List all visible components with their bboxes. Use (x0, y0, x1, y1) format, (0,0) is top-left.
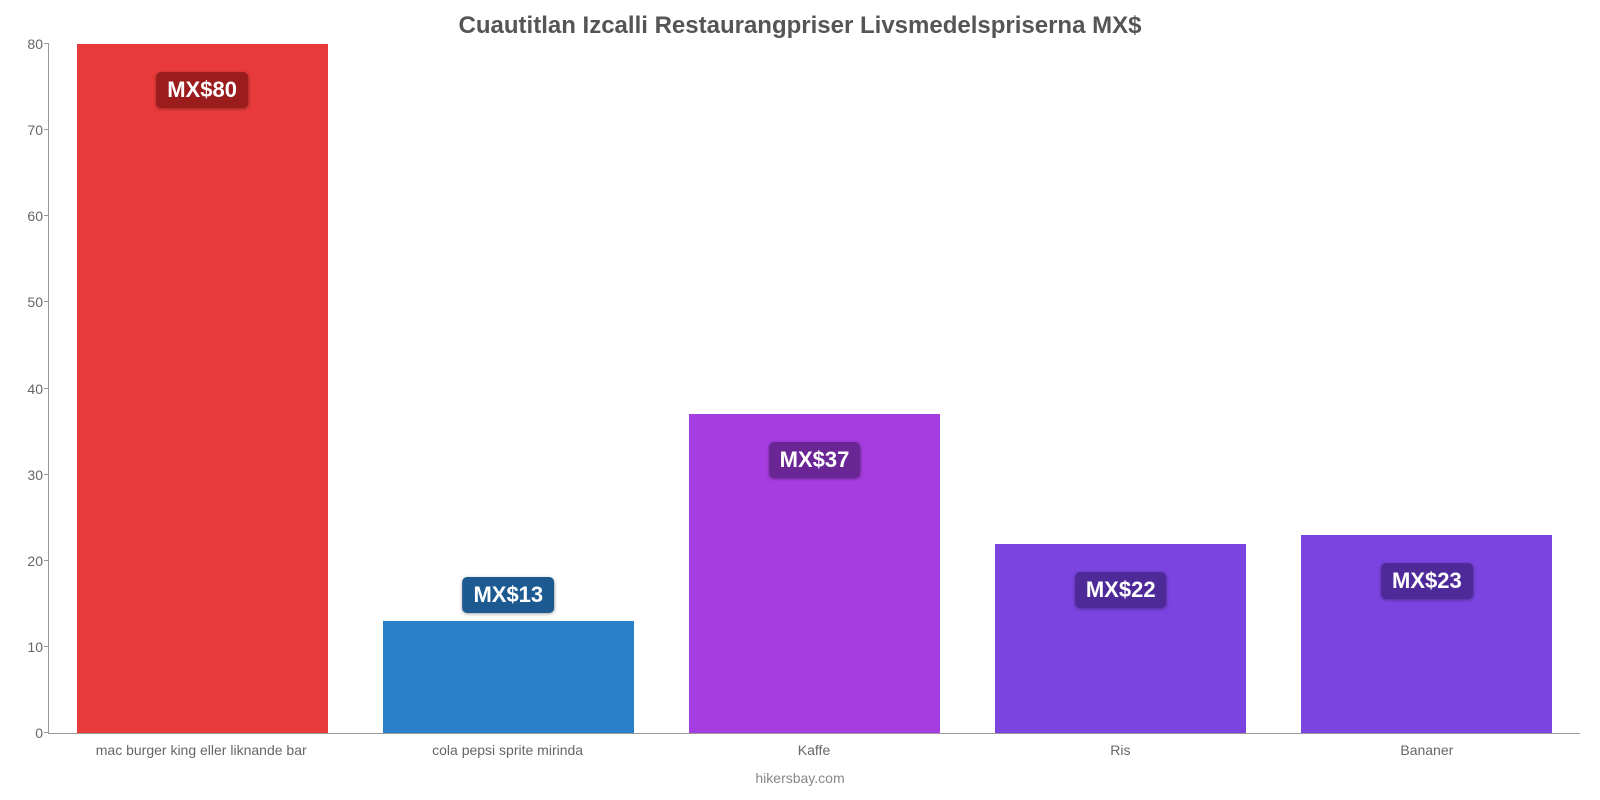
value-badge: MX$22 (1075, 572, 1167, 608)
value-badge: MX$37 (769, 442, 861, 478)
bar-slot: MX$13 (355, 44, 661, 733)
bars-container: MX$80 MX$13 MX$37 MX$22 MX$23 (49, 44, 1580, 733)
bar: MX$37 (689, 414, 940, 733)
x-axis-label: Ris (967, 742, 1273, 758)
y-tick-mark (44, 732, 49, 733)
value-badge: MX$23 (1381, 563, 1473, 599)
bar-slot: MX$80 (49, 44, 355, 733)
y-tick-mark (44, 646, 49, 647)
y-tick-label: 80 (13, 36, 43, 52)
y-tick-mark (44, 215, 49, 216)
y-tick-label: 20 (13, 553, 43, 569)
x-axis-label: Bananer (1274, 742, 1580, 758)
bar: MX$13 (383, 621, 634, 733)
chart-footer: hikersbay.com (0, 770, 1600, 786)
y-tick-label: 70 (13, 122, 43, 138)
x-axis-label: cola pepsi sprite mirinda (354, 742, 660, 758)
y-tick-mark (44, 43, 49, 44)
plot-area: MX$80MX$13MX$37MX$22MX$23 01020304050607… (48, 44, 1580, 734)
bar-slot: MX$23 (1274, 44, 1580, 733)
x-axis-label: mac burger king eller liknande bar (48, 742, 354, 758)
price-chart: Cuautitlan Izcalli Restaurangpriser Livs… (0, 0, 1600, 800)
y-tick-label: 10 (13, 639, 43, 655)
chart-title: Cuautitlan Izcalli Restaurangpriser Livs… (0, 0, 1600, 40)
x-axis-labels: mac burger king eller liknande barcola p… (48, 742, 1580, 758)
y-tick-mark (44, 474, 49, 475)
value-badge: MX$80 (156, 72, 248, 108)
y-tick-label: 50 (13, 294, 43, 310)
y-tick-label: 0 (13, 725, 43, 741)
y-tick-label: 40 (13, 381, 43, 397)
y-tick-mark (44, 388, 49, 389)
y-tick-mark (44, 129, 49, 130)
y-tick-label: 60 (13, 208, 43, 224)
bar-slot: MX$37 (661, 44, 967, 733)
x-axis-label: Kaffe (661, 742, 967, 758)
bar-slot: MX$22 (968, 44, 1274, 733)
y-tick-mark (44, 301, 49, 302)
bar: MX$22 (995, 544, 1246, 733)
y-tick-label: 30 (13, 467, 43, 483)
bar: MX$23 (1301, 535, 1552, 733)
y-tick-mark (44, 560, 49, 561)
value-badge: MX$13 (462, 577, 554, 613)
bar: MX$80 (77, 44, 328, 733)
